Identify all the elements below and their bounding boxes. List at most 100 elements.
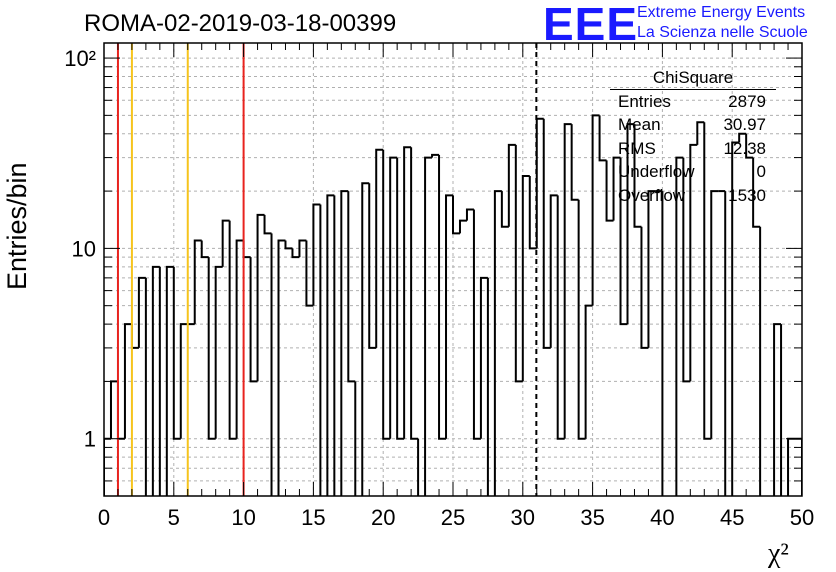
histogram-bin	[591, 114, 600, 306]
stats-label: Overflow	[618, 185, 686, 205]
x-tick-label: 35	[580, 505, 604, 530]
histogram-bin	[780, 324, 783, 496]
histogram-bin	[291, 248, 300, 259]
histogram-bin	[500, 191, 509, 228]
histogram-bin	[340, 190, 349, 496]
histogram-bin	[396, 157, 405, 440]
histogram-bin	[612, 156, 621, 221]
histogram-bin	[752, 157, 761, 228]
tick-labels: 0 5 10 15 20 25 30 35 40 45 50 1 10 10²	[64, 46, 814, 530]
stats-label: Mean	[618, 115, 661, 135]
histogram-bin	[598, 115, 607, 162]
axes	[103, 42, 803, 497]
histogram-bin	[584, 304, 593, 439]
stats-value: 0	[756, 162, 766, 182]
histogram-bin	[661, 191, 664, 496]
histogram-bin	[137, 276, 146, 348]
histogram-bin	[647, 190, 656, 348]
logo-caption: Extreme Energy Events La Scienza nelle S…	[637, 3, 808, 43]
stats-label: Underflow	[618, 162, 695, 182]
histogram-bin	[277, 239, 286, 496]
histogram-bin	[270, 233, 273, 496]
histogram-bin	[417, 438, 420, 496]
histogram-bin	[263, 214, 272, 235]
histogram-bin	[633, 124, 642, 228]
stats-row-mean: Mean 30.97	[610, 113, 776, 136]
histogram-bin	[298, 239, 307, 258]
histogram-bin	[165, 265, 174, 496]
histogram-bin	[689, 143, 698, 382]
histogram-bin	[626, 123, 635, 325]
histogram-bin	[556, 195, 565, 440]
stats-row-underflow: Underflow 0	[610, 160, 776, 183]
histogram-bin	[696, 121, 705, 145]
histogram-bin	[640, 226, 649, 349]
histogram-bin	[549, 194, 558, 348]
histogram-bin	[375, 148, 384, 348]
histogram-bin	[130, 324, 139, 349]
histogram-bin	[228, 220, 237, 440]
stats-box: ChiSquare Entries 2879 Mean 30.97 RMS 12.38…	[610, 68, 776, 207]
y-axis-label: Entries/bin	[2, 162, 32, 290]
histogram-bin	[438, 154, 447, 440]
histogram-bin	[158, 266, 161, 496]
histogram-bin	[542, 118, 551, 349]
histogram-bin	[710, 190, 719, 439]
stats-label: RMS	[618, 138, 656, 158]
histogram-bin	[563, 123, 572, 439]
histogram-bin	[144, 277, 147, 496]
histogram-bin	[724, 191, 727, 496]
histogram-bin	[200, 240, 209, 259]
histogram-bin	[528, 176, 537, 250]
histogram-bin	[493, 190, 502, 496]
histogram-bin	[410, 147, 419, 440]
histogram-bin	[507, 143, 516, 227]
histogram-bin	[347, 191, 356, 383]
histogram-bin	[151, 265, 160, 496]
reference-lines	[116, 43, 538, 496]
histogram-bin	[570, 124, 579, 201]
histogram-bin	[305, 240, 314, 307]
histogram-bin	[745, 133, 754, 159]
histogram-bin	[207, 257, 216, 440]
stats-row-entries: Entries 2879	[610, 90, 776, 113]
y-tick-label: 10	[72, 236, 96, 261]
histogram-bin	[514, 144, 523, 383]
histogram-bin	[354, 381, 357, 496]
histogram-bin	[472, 209, 481, 440]
histogram-bin	[312, 203, 321, 306]
histogram-bin	[382, 149, 391, 440]
stats-row-rms: RMS 12.38	[610, 137, 776, 160]
histogram-bin	[235, 239, 244, 439]
histogram-bin	[465, 208, 474, 221]
x-tick-label: 50	[790, 505, 814, 530]
logo-caption-line2: La Scienza nelle Scuole	[637, 24, 808, 41]
histogram-bin	[116, 381, 125, 440]
histogram-bin	[123, 323, 132, 439]
histogram-bin	[479, 276, 488, 439]
x-tick-label: 45	[720, 505, 744, 530]
x-tick-label: 15	[301, 505, 325, 530]
x-axis-label: χ²	[768, 538, 789, 569]
histogram-bin	[284, 240, 293, 250]
histogram-bin	[458, 219, 467, 234]
x-tick-label: 20	[371, 505, 395, 530]
histogram-bin	[445, 194, 453, 439]
x-tick-label: 5	[168, 505, 180, 530]
x-tick-label: 25	[441, 505, 465, 530]
histogram-bin	[214, 265, 223, 439]
histogram-bin	[486, 277, 489, 496]
histogram-bin	[256, 213, 265, 382]
histogram-bin	[759, 226, 762, 496]
eee-logo: EEE	[543, 0, 639, 50]
histogram-bin	[619, 157, 628, 326]
histogram-bin	[431, 153, 440, 158]
histogram-bin	[109, 380, 118, 439]
histogram-bin	[535, 117, 544, 249]
histogram-bin	[326, 194, 335, 496]
x-tick-label: 40	[650, 505, 674, 530]
histogram-bin	[193, 239, 202, 325]
stats-row-overflow: Overflow 1530	[610, 184, 776, 207]
stats-value: 2879	[728, 92, 766, 111]
